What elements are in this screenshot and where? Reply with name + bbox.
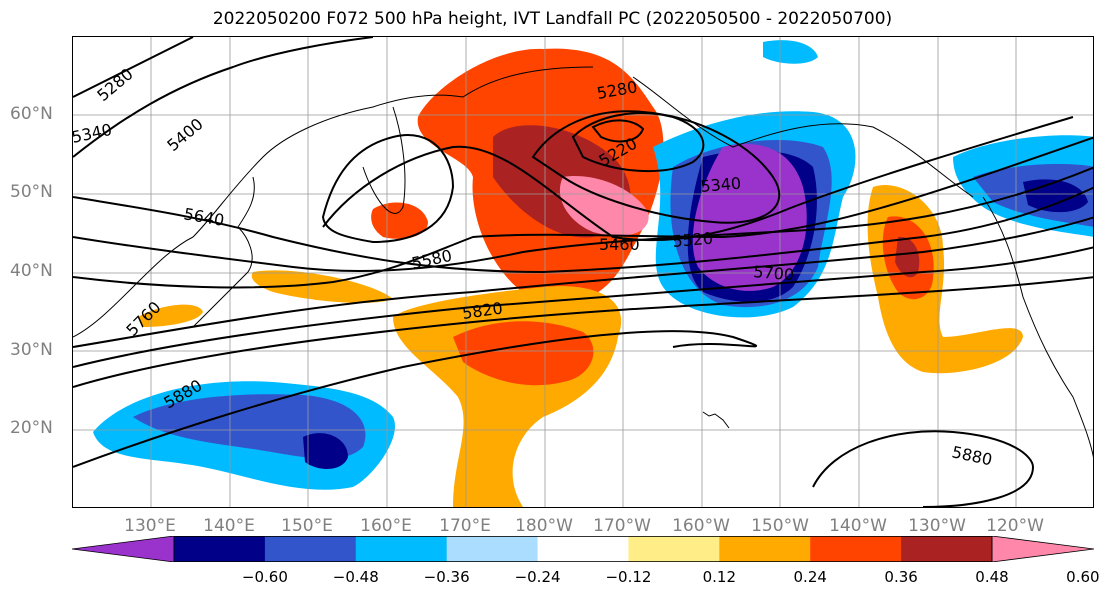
lon-label: 140°W	[829, 516, 887, 536]
ivt-japan-sea-orange	[251, 270, 393, 303]
ivt-negative-wp-core	[303, 433, 348, 469]
colorbar	[72, 536, 1094, 562]
colorbar-segment	[355, 536, 448, 562]
lat-label: 60°N	[10, 104, 53, 124]
colorbar-tick-label: −0.48	[332, 568, 379, 586]
contour-label: 5460	[599, 235, 640, 254]
contour-5280-low	[571, 112, 705, 172]
colorbar-outline	[173, 536, 993, 562]
lon-label: 160°E	[360, 516, 412, 536]
colorbar-tick-label: −0.36	[423, 568, 470, 586]
contour-5220-low	[591, 119, 645, 143]
lon-label: 170°W	[593, 516, 651, 536]
lon-label: 150°E	[281, 516, 333, 536]
height-contours	[73, 37, 1093, 507]
contour-label: 5340	[73, 120, 114, 147]
colorbar-extend-low	[72, 536, 175, 562]
na-coast	[982, 196, 1093, 458]
contour-5640	[73, 186, 1093, 274]
japan	[192, 176, 255, 328]
lat-label: 40°N	[10, 261, 53, 281]
colorbar-tick-label: 0.24	[793, 568, 827, 586]
ivt-negative-shading	[93, 40, 1093, 490]
lon-label: 130°W	[908, 516, 966, 536]
ivt-pink-peak	[559, 176, 649, 236]
lat-label: 20°N	[10, 418, 53, 438]
kamchatka	[362, 106, 406, 214]
lon-label: 140°E	[203, 516, 255, 536]
colorbar-tick-label: 0.36	[884, 568, 918, 586]
contour-5520	[73, 136, 1093, 289]
lat-label: 30°N	[10, 340, 53, 360]
lon-label: 150°W	[751, 516, 809, 536]
contour-label: 5340	[700, 174, 742, 196]
contour-5340	[531, 110, 781, 224]
lon-label: 120°W	[986, 516, 1044, 536]
ivt-east-pacific-darkred	[895, 236, 920, 278]
colorbar-tick-label: 0.60	[1066, 568, 1100, 586]
contour-5340-nw	[73, 37, 374, 158]
contour-label: 5400	[163, 114, 206, 155]
colorbar-segment	[810, 536, 902, 562]
colorbar-segment	[537, 536, 629, 562]
ivt-korea-orange	[138, 304, 203, 327]
chart-title: 2022050200 F072 500 hPa height, IVT Land…	[212, 9, 893, 29]
lon-label: 130°E	[124, 516, 176, 536]
hawaii	[702, 411, 730, 429]
contour-label: 5280	[93, 64, 136, 105]
colorbar-segment	[901, 536, 993, 562]
contour-5760	[73, 246, 1093, 368]
contour-label: 5700	[753, 262, 795, 284]
contour-5700	[73, 216, 1093, 348]
colorbar-segment	[174, 536, 266, 562]
ivt-red-center	[453, 321, 594, 386]
contour-5880-south	[73, 330, 758, 468]
lat-label: 50°N	[10, 182, 53, 202]
map-canvas: 5280 5400 5640 5580 5820 5880 5280 5220 …	[73, 37, 1093, 507]
contour-label: 5880	[950, 442, 994, 469]
colorbar-segment	[446, 536, 539, 562]
colorbar-tick-label: −0.60	[241, 568, 288, 586]
contour-5820	[73, 276, 1093, 388]
chart-title-wrap: 2022050200 F072 500 hPa height, IVT Land…	[0, 0, 1105, 34]
colorbar-segment	[628, 536, 720, 562]
alaska	[632, 76, 974, 198]
ivt-small-red-blob	[371, 202, 428, 239]
contour-5400-ring	[321, 134, 455, 244]
colorbar-extend-high	[991, 536, 1094, 562]
colorbar-tick-label: −0.24	[514, 568, 561, 586]
contour-label: 5520	[672, 229, 714, 251]
colorbar-segment	[264, 536, 357, 562]
colorbar-tick-label: 0.48	[975, 568, 1009, 586]
lon-label: 160°W	[672, 516, 730, 536]
contour-label: 5640	[182, 204, 225, 230]
lon-label: 170°E	[439, 516, 491, 536]
colorbar-segment	[719, 536, 811, 562]
contour-5580	[73, 166, 1093, 272]
colorbar-tick-label: 0.12	[702, 568, 737, 586]
ivt-positive-shading	[138, 48, 1023, 507]
ivt-negative-alaska-small	[763, 40, 818, 64]
colorbar-tick-label: −0.12	[605, 568, 652, 586]
contour-5280-nw	[73, 37, 194, 98]
contour-5460	[322, 116, 1074, 242]
lon-label: 180°W	[515, 516, 573, 536]
map-panel: 5280 5400 5640 5580 5820 5880 5280 5220 …	[72, 36, 1094, 508]
contour-5880-east	[812, 430, 1035, 507]
contour-label: 5580	[410, 246, 454, 273]
